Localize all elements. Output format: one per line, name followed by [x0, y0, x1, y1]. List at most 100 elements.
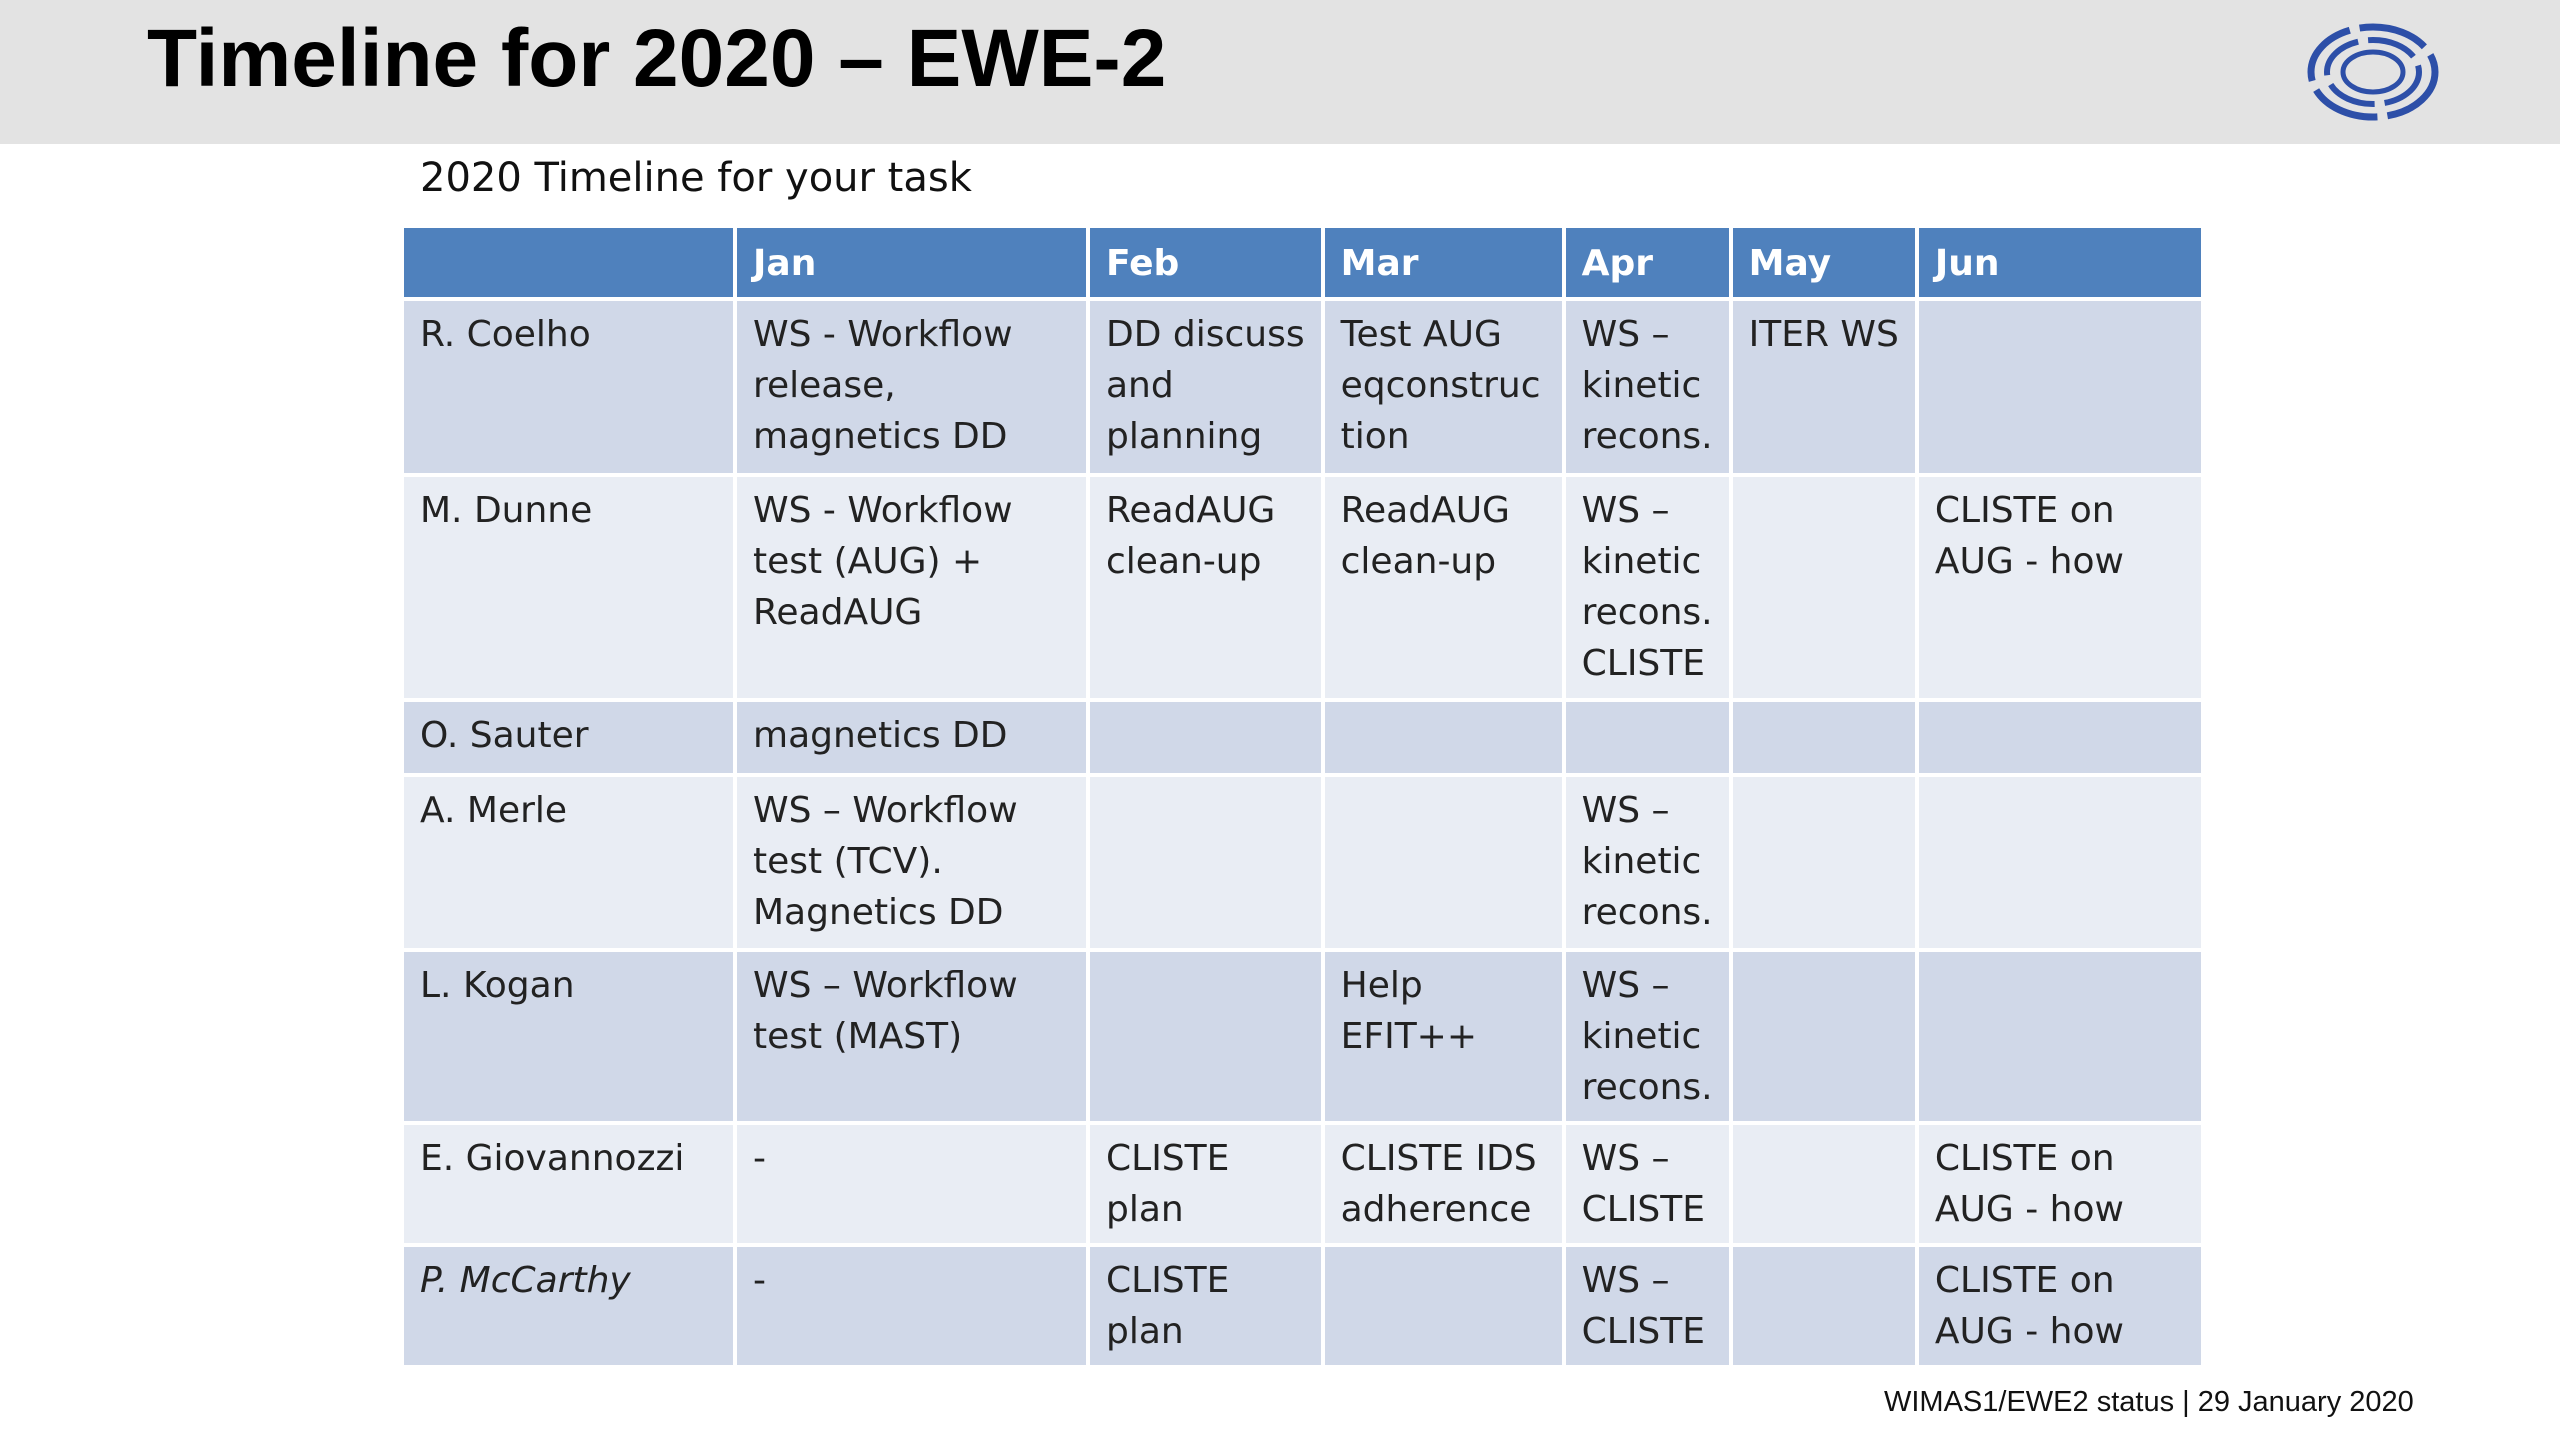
subtitle: 2020 Timeline for your task [420, 155, 972, 201]
table-cell: CLISTE on AUG - how [1914, 473, 2205, 702]
table-cell: magnetics DD [733, 698, 1090, 777]
table-cell: WS – kinetic recons. [1561, 773, 1733, 952]
table-cell: CLISTE on AUG - how [1914, 1243, 2205, 1369]
table-cell [1914, 948, 2205, 1125]
table-cell: WS – CLISTE [1561, 1243, 1733, 1369]
header-band [0, 0, 2560, 144]
cell-line: clean-up [1106, 541, 1262, 582]
table-cell: WS - Workflow test (AUG) + ReadAUG [733, 473, 1090, 702]
cell-line: recons. [1581, 892, 1713, 933]
column-header: Apr [1561, 224, 1733, 301]
table-row: E. Giovannozzi - CLISTE plan CLISTE IDS adher… [400, 1121, 2205, 1247]
cell-line: CLISTE [1106, 1260, 1230, 1301]
cell-line: EFIT++ [1340, 1016, 1478, 1057]
row-name: M. Dunne [400, 473, 737, 702]
table-cell: Help EFIT++ [1320, 948, 1566, 1125]
table-row: M. Dunne WS - Workflow test (AUG) + ReadAUG… [400, 473, 2205, 702]
cell-line: WS – [1581, 314, 1670, 355]
logo [2307, 23, 2439, 121]
cell-line: Magnetics DD [753, 892, 1004, 933]
cell-line: WS – [1581, 490, 1670, 531]
table-cell [1728, 773, 1919, 952]
table-cell: WS - Workflow release, magnetics DD [733, 297, 1090, 477]
table-cell [1728, 948, 1919, 1125]
cell-line: AUG - how [1934, 541, 2124, 582]
table-cell [1320, 773, 1566, 952]
cell-line: ReadAUG [753, 592, 923, 633]
row-name: E. Giovannozzi [400, 1121, 737, 1247]
table-cell: WS – kinetic recons. [1561, 948, 1733, 1125]
header-cell [400, 224, 737, 301]
cell-line: tion [1340, 416, 1410, 457]
cell-line: kinetic [1581, 841, 1702, 882]
table-cell [1728, 1121, 1919, 1247]
cell-line: plan [1106, 1311, 1184, 1352]
cell-line: AUG - how [1934, 1189, 2124, 1230]
cell-line: planning [1106, 416, 1263, 457]
table-cell [1086, 773, 1325, 952]
table-cell: - [733, 1121, 1090, 1247]
footer: WIMAS1/EWE2 status | 29 January 2020 [1884, 1386, 2414, 1418]
table-cell: ITER WS [1728, 297, 1919, 477]
cell-line: Help [1340, 965, 1423, 1006]
column-header: Feb [1086, 224, 1325, 301]
cell-line: CLISTE [1581, 1311, 1706, 1352]
row-name: R. Coelho [400, 297, 737, 477]
table-cell: CLISTE plan [1086, 1243, 1325, 1369]
table-row: R. Coelho WS - Workflow release, magnetics … [400, 297, 2205, 477]
table-cell: CLISTE IDS adherence [1320, 1121, 1566, 1247]
cell-line: WS - Workflow [753, 314, 1013, 355]
table-cell [1086, 698, 1325, 777]
table-cell: WS – kinetic recons. [1561, 297, 1733, 477]
table-cell [1728, 698, 1919, 777]
timeline-table: Jan Feb Mar Apr May Jun R. Coelho WS - Workflow… [400, 224, 2205, 1369]
table-cell [1728, 473, 1919, 702]
row-name: O. Sauter [400, 698, 737, 777]
header-row: Jan Feb Mar Apr May Jun [400, 224, 2205, 301]
table-cell: CLISTE plan [1086, 1121, 1325, 1247]
table-row: P. McCarthy - CLISTE plan WS – CLISTE CLISTE o… [400, 1243, 2205, 1369]
table-cell [1561, 698, 1733, 777]
cell-line: Test AUG [1340, 314, 1502, 355]
cell-line: ReadAUG [1106, 490, 1276, 531]
row-name: P. McCarthy [400, 1243, 737, 1369]
cell-line: magnetics DD [753, 416, 1008, 457]
table-cell: - [733, 1243, 1090, 1369]
cell-line: CLISTE IDS [1340, 1138, 1537, 1179]
table-cell: CLISTE on AUG - how [1914, 1121, 2205, 1247]
table-cell: ReadAUG clean-up [1086, 473, 1325, 702]
table-cell [1914, 698, 2205, 777]
table-cell: WS – CLISTE [1561, 1121, 1733, 1247]
table-cell: WS – Workflow test (TCV). Magnetics DD [733, 773, 1090, 952]
table-cell: ReadAUG clean-up [1320, 473, 1566, 702]
table-cell: Test AUG eqconstruc tion [1320, 297, 1566, 477]
cell-line: WS – [1581, 1260, 1670, 1301]
cell-line: kinetic [1581, 365, 1702, 406]
table-cell [1914, 297, 2205, 477]
row-name: L. Kogan [400, 948, 737, 1125]
cell-line: CLISTE [1106, 1138, 1230, 1179]
cell-line: - [753, 1260, 766, 1301]
cell-line: test (TCV). [753, 841, 943, 882]
cell-line: CLISTE [1581, 1189, 1706, 1230]
cell-line: recons. [1581, 1067, 1713, 1108]
cell-line: CLISTE [1581, 643, 1706, 684]
cell-line: and [1106, 365, 1174, 406]
cell-line: CLISTE on [1934, 1260, 2115, 1301]
cell-line: WS - Workflow [753, 490, 1013, 531]
table-row: A. Merle WS – Workflow test (TCV). Magnetic… [400, 773, 2205, 952]
table-cell [1728, 1243, 1919, 1369]
cell-line: CLISTE on [1934, 490, 2115, 531]
table-cell: WS – kinetic recons. CLISTE [1561, 473, 1733, 702]
table-cell [1320, 698, 1566, 777]
cell-line: kinetic [1581, 541, 1702, 582]
table-cell [1320, 1243, 1566, 1369]
cell-line: WS – [1581, 1138, 1670, 1179]
cell-line: AUG - how [1934, 1311, 2124, 1352]
cell-line: test (MAST) [753, 1016, 963, 1057]
column-header: Jan [733, 224, 1090, 301]
cell-line: clean-up [1340, 541, 1497, 582]
slide-title: Timeline for 2020 – EWE-2 [147, 13, 1167, 104]
table-row: O. Sauter magnetics DD [400, 698, 2205, 777]
